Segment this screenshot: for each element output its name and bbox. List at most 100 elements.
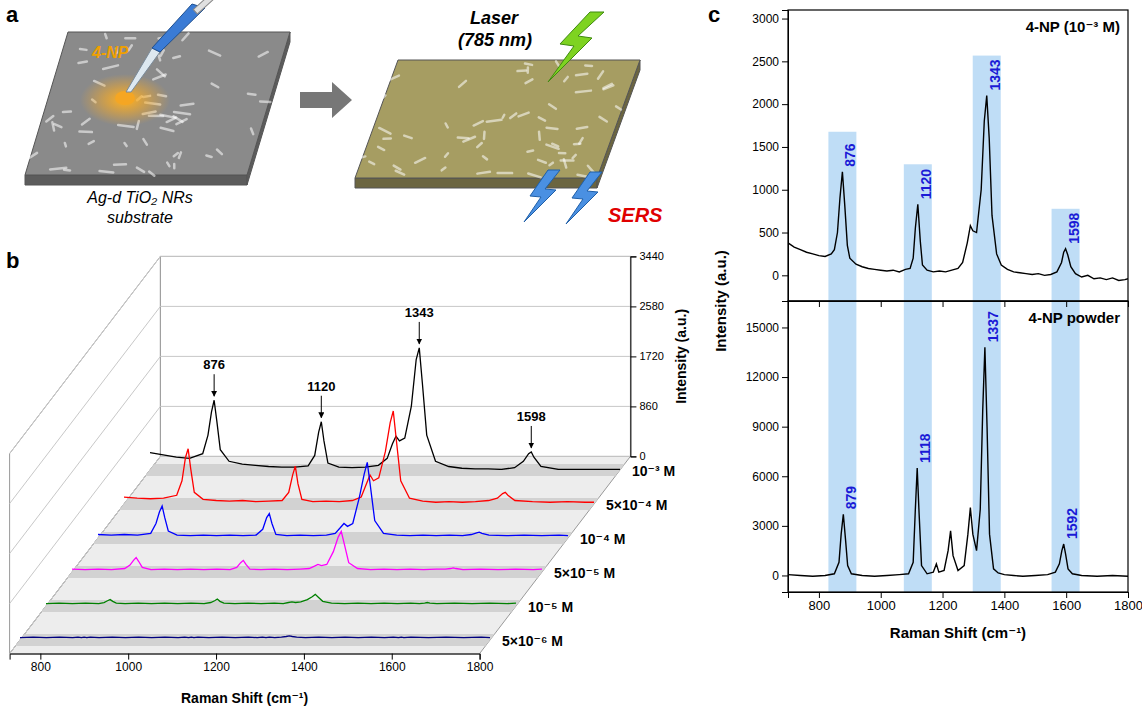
nanorod [125,37,135,40]
nanorod [546,145,558,149]
spectrum-line [124,411,594,502]
nanorod [539,117,545,120]
tick-label: 1400 [990,598,1019,613]
tick-mark [819,592,820,598]
nanorod [143,139,146,144]
tick-label: 3000 [752,12,779,26]
tick-label: 0 [772,569,779,583]
tick-mark [630,406,636,407]
pipette-plunger [193,0,216,14]
tick: 3000 [752,519,788,533]
grid-line [10,356,161,553]
plot-frame [788,301,1128,592]
tick-label: 1600 [1052,598,1081,613]
panel-label: a [6,2,19,27]
peak-label: 1592 [1064,508,1080,539]
nanorod [477,172,490,174]
nanorod [174,112,190,114]
reagent-label: 4-NP [91,44,129,61]
nanorod [600,117,607,122]
nanorod [442,167,446,170]
nanorod [209,51,220,56]
tick-mark [304,654,305,660]
nanorod [477,143,482,147]
nanorod [259,52,268,57]
peak-label: 1337 [985,311,1001,342]
nanorod [483,156,487,159]
laser-label: Laser [470,8,519,28]
tick-mark [40,654,41,660]
series-label: 5×10⁻⁵ M [554,565,615,581]
tick-mark [782,61,788,62]
nanorod [552,144,558,147]
nanorod [29,153,37,158]
nanorod [415,158,425,163]
nanorod [78,62,86,63]
tick-mark [1066,301,1067,307]
nanorod [260,100,270,103]
signal-bolt [524,170,560,222]
nanorod [378,95,385,102]
tick-label: 1800 [1114,598,1142,613]
tick-mark [782,427,788,428]
nanorod [547,128,558,129]
signal-bolt [566,172,602,224]
nanorod [378,147,384,150]
nanorod [559,152,565,155]
tick: 3440 [630,250,663,262]
x-axis: 80010001200140016001800 [10,654,494,675]
tick [819,301,820,307]
figure: a4-NPAg-d TiO₂ NRssubstrateLaser(785 nm)… [0,0,1142,712]
plot-frame [788,10,1128,301]
nanorod [64,168,70,171]
tick: 1200 [929,592,958,613]
tick: 800 [809,592,831,613]
laser-label: (785 nm) [458,30,532,50]
nanorod [526,79,533,83]
tick-label: 1800 [467,660,494,674]
tick-mark [782,147,788,148]
panel-label: c [708,2,720,27]
tick: 1720 [630,350,663,362]
tick-mark [943,592,944,598]
substrate [25,32,290,185]
plot-title: 4-NP powder [1029,309,1121,326]
tick: 1000 [752,183,788,197]
tick: 0 [772,269,788,283]
annotation-arrow [214,374,215,396]
tick-label: 1200 [203,660,230,674]
nanorod [167,163,169,166]
tick: 1800 [1114,592,1142,613]
x-axis-title: Raman Shift (cm⁻¹) [181,690,308,706]
series [124,411,594,502]
y-axis: 0860172025803440 [630,250,663,462]
plot-title: 4-NP (10⁻³ M) [1026,18,1120,35]
nanorod [161,128,174,131]
annotation-label: 1598 [517,409,546,424]
tick-label: 2500 [752,55,779,69]
nanorod [459,81,466,87]
tick-mark [782,104,788,105]
substrate [355,60,640,188]
nanorod [212,84,219,88]
spectrum-line [788,347,1128,576]
nanorod [248,94,255,95]
process-arrow [300,82,352,118]
tick-label: 1000 [867,598,896,613]
substrate-side [25,175,247,185]
nanorod [89,141,94,144]
x-axis [789,301,1129,307]
nanorod [510,113,516,118]
nanorod [576,74,587,76]
tick-mark [1004,301,1005,307]
nanorod [527,151,533,152]
series-strip [67,566,546,578]
tick: 500 [759,226,788,240]
x-axis-title: Raman Shift (cm⁻¹) [890,624,1026,641]
nanorod [538,160,546,163]
axis-line [782,302,789,593]
tick-label: 0 [639,450,645,462]
tick-label: 1600 [379,660,406,674]
tick-label: 3440 [639,250,663,262]
nanorod [114,163,126,166]
